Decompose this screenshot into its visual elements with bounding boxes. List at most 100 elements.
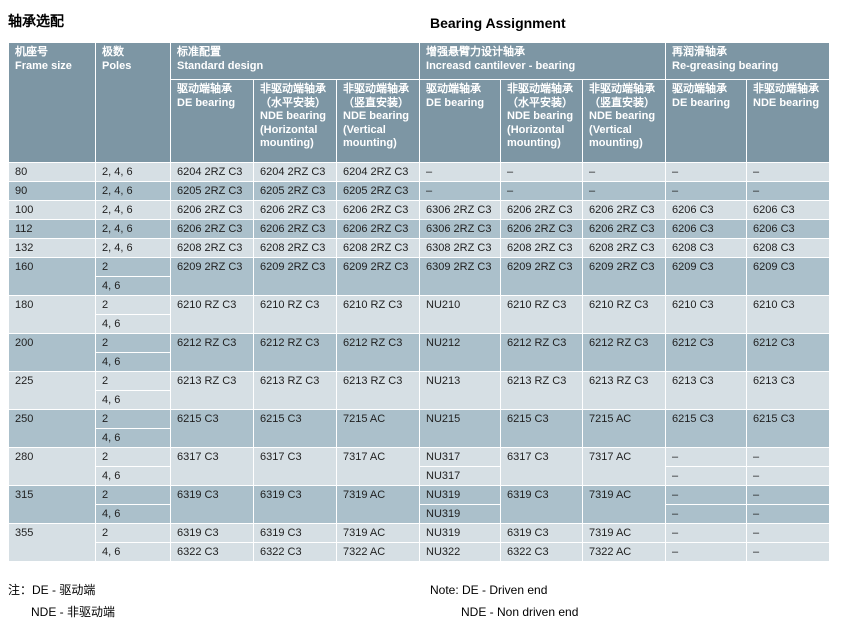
table-cell: 6206 2RZ C3 <box>335 219 421 239</box>
table-cell: 4, 6 <box>95 390 171 410</box>
table-cell: – <box>746 162 831 182</box>
table-cell: 315 <box>8 485 96 524</box>
subheader-regreasing-de-bearing: 驱动端轴承 DE bearing <box>665 79 748 163</box>
table-cell: 7322 AC <box>582 542 667 562</box>
table-cell: – <box>665 542 748 562</box>
table-cell: 6206 2RZ C3 <box>170 219 254 239</box>
header-group-increased-cantilever: 增强悬臂力设计轴承 Increasd cantilever - bearing <box>419 42 667 80</box>
table-cell: 6319 C3 <box>500 485 584 524</box>
table-cell: 2, 4, 6 <box>95 200 171 220</box>
table-cell: – <box>500 181 584 201</box>
subheader-standard-nde-vertical: 非驱动端轴承 （竖直安装） NDE bearing (Vertical moun… <box>335 79 421 163</box>
table-cell: 112 <box>8 219 96 239</box>
table-cell: 6209 2RZ C3 <box>582 257 667 296</box>
table-cell: 6319 C3 <box>170 523 254 543</box>
table-cell: NU319 <box>419 504 502 524</box>
table-cell: 6206 2RZ C3 <box>582 200 667 220</box>
table-row: 180 2 6210 RZ C3 6210 RZ C3 6210 RZ C3 NU210 6… <box>8 295 831 334</box>
table-cell: 132 <box>8 238 96 258</box>
table-cell: 6210 RZ C3 <box>335 295 421 334</box>
table-cell: NU213 <box>419 371 502 410</box>
table-cell: 6206 C3 <box>746 200 831 220</box>
subheader-cantilever-nde-vertical: 非驱动端轴承 （竖直安装） NDE bearing (Vertical moun… <box>582 79 667 163</box>
table-cell: 2 <box>95 295 171 315</box>
table-cell: 6212 RZ C3 <box>500 333 584 372</box>
subheader-standard-de-bearing: 驱动端轴承 DE bearing <box>170 79 254 163</box>
table-cell: NU317 <box>419 466 502 486</box>
table-cell: 6208 C3 <box>665 238 748 258</box>
subheader-standard-nde-horizontal: 非驱动端轴承 （水平安装） NDE bearing (Horizontal mo… <box>253 79 337 163</box>
table-row: 132 2, 4, 6 6208 2RZ C3 6208 2RZ C3 6208 2RZ… <box>8 238 831 258</box>
subheader-regreasing-nde-bearing: 非驱动端轴承 NDE bearing <box>746 79 831 163</box>
table-cell: 250 <box>8 409 96 448</box>
table-cell: 6319 C3 <box>253 523 337 543</box>
table-cell: 6317 C3 <box>253 447 337 486</box>
table-cell: 6205 2RZ C3 <box>335 181 421 201</box>
header-sub-row: 驱动端轴承 DE bearing 非驱动端轴承 （水平安装） NDE beari… <box>9 79 831 163</box>
table-row: 90 2, 4, 6 6205 2RZ C3 6205 2RZ C3 6205 2RZ … <box>8 181 831 201</box>
table-row: 160 2 6209 2RZ C3 6209 2RZ C3 6209 2RZ C3 630… <box>8 257 831 296</box>
table-cell: 7317 AC <box>582 447 667 486</box>
table-row: 4, 6 NU317 – – <box>9 466 831 486</box>
table-cell: – <box>665 523 748 543</box>
table-cell: 160 <box>8 257 96 296</box>
table-cell: – <box>746 523 831 543</box>
table-cell: 4, 6 <box>95 542 171 562</box>
table-cell: 180 <box>8 295 96 334</box>
table-cell: 6208 2RZ C3 <box>582 238 667 258</box>
header-poles: 极数 Poles <box>95 42 171 163</box>
table-cell: 6205 2RZ C3 <box>253 181 337 201</box>
table-cell: 6204 2RZ C3 <box>335 162 421 182</box>
table-row: 4, 6 <box>9 314 830 334</box>
table-cell: 4, 6 <box>95 314 171 334</box>
table-cell: 6206 2RZ C3 <box>253 219 337 239</box>
table-cell: – <box>500 162 584 182</box>
table-cell: 6210 RZ C3 <box>253 295 337 334</box>
table-cell: 6209 2RZ C3 <box>253 257 337 296</box>
table-cell: NU317 <box>419 447 502 467</box>
table-header: 机座号 Frame size 极数 Poles 标准配置 Standard de… <box>8 42 831 163</box>
table-cell: 7319 AC <box>582 485 667 524</box>
table-cell: 6206 C3 <box>665 200 748 220</box>
table-cell: 2, 4, 6 <box>95 219 171 239</box>
table-cell: 2 <box>95 257 171 277</box>
table-cell: 6206 2RZ C3 <box>582 219 667 239</box>
table-cell: 2 <box>95 333 171 353</box>
table-cell: 4, 6 <box>95 504 171 524</box>
table-cell: 6306 2RZ C3 <box>419 219 502 239</box>
table-cell: 6205 2RZ C3 <box>170 181 254 201</box>
table-cell: 6213 RZ C3 <box>500 371 584 410</box>
table-cell: 2 <box>95 523 171 543</box>
table-cell: 2, 4, 6 <box>95 181 171 201</box>
table-cell: 6319 C3 <box>170 485 254 524</box>
table-row: 4, 6 <box>9 428 830 448</box>
table-cell: 6210 RZ C3 <box>582 295 667 334</box>
table-cell: 6319 C3 <box>253 485 337 524</box>
table-cell: 6213 RZ C3 <box>253 371 337 410</box>
table-cell: 7319 AC <box>335 485 421 524</box>
table-cell: 6322 C3 <box>253 542 337 562</box>
table-row: 4, 6 6322 C3 6322 C3 7322 AC NU322 6322 C3 732… <box>9 542 831 562</box>
table-cell: – <box>665 466 748 486</box>
table-cell: 6204 2RZ C3 <box>253 162 337 182</box>
subheader-cantilever-de-bearing: 驱动端轴承 DE bearing <box>419 79 502 163</box>
table-cell: 7319 AC <box>335 523 421 543</box>
table-cell: 7317 AC <box>335 447 421 486</box>
table-cell: – <box>665 485 748 505</box>
table-cell: 6213 RZ C3 <box>582 371 667 410</box>
table-cell: – <box>746 447 831 467</box>
header-group-row: 机座号 Frame size 极数 Poles 标准配置 Standard de… <box>8 42 831 163</box>
table-cell: 80 <box>8 162 96 182</box>
table-cell: 200 <box>8 333 96 372</box>
table-cell: 6215 C3 <box>665 409 748 448</box>
table-cell: 6206 C3 <box>665 219 748 239</box>
table-cell: 225 <box>8 371 96 410</box>
table-cell: 6212 RZ C3 <box>253 333 337 372</box>
table-cell: 6215 C3 <box>170 409 254 448</box>
table-cell: NU212 <box>419 333 502 372</box>
page-title-en: Bearing Assignment <box>430 15 566 31</box>
table-row: 4, 6 <box>9 276 830 296</box>
table-cell: 7319 AC <box>582 523 667 543</box>
table-cell: 6209 2RZ C3 <box>335 257 421 296</box>
table-cell: 7322 AC <box>335 542 421 562</box>
